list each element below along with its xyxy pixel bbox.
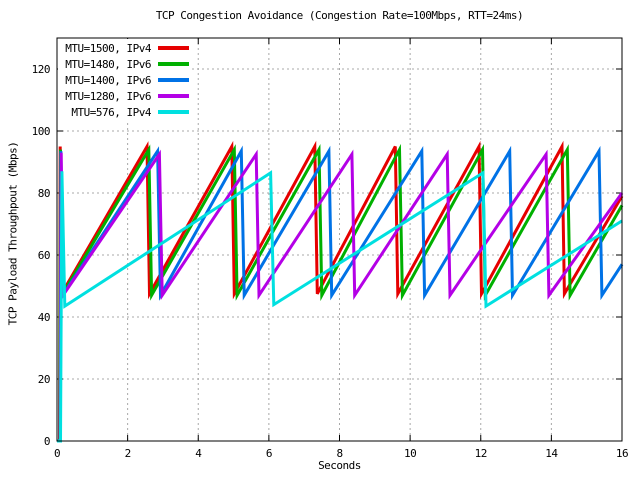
legend-item: MTU=1500, IPv4 (59, 40, 189, 56)
x-tick-label: 2 (125, 447, 131, 460)
x-tick-label: 4 (195, 447, 202, 460)
x-tick-label: 8 (336, 447, 342, 460)
y-tick-label: 100 (32, 125, 50, 138)
axis-tick-labels: 0 2 4 6 8 10 12 14 16 0 20 40 60 80 100 120 (32, 63, 629, 460)
y-tick-label: 40 (38, 311, 50, 324)
plot-border (56, 37, 623, 442)
legend-item: MTU=1400, IPv6 (59, 72, 189, 88)
x-tick-label: 10 (404, 447, 416, 460)
grid (57, 38, 622, 441)
legend-label: MTU=1400, IPv6 (65, 73, 151, 87)
legend-swatch (158, 46, 189, 50)
chart-title: TCP Congestion Avoidance (Congestion Rat… (155, 9, 524, 22)
y-tick-label: 20 (38, 373, 50, 386)
legend: MTU=1500, IPv4 MTU=1480, IPv6 MTU=1400, IP… (58, 39, 192, 121)
series-line-3 (57, 149, 624, 443)
y-tick-label: 0 (44, 435, 50, 448)
x-axis-label: Seconds (318, 459, 361, 472)
legend-swatch (158, 110, 189, 114)
legend-label: MTU=1500, IPv4 (65, 41, 151, 55)
legend-label: MTU=1480, IPv6 (65, 57, 151, 71)
legend-item: MTU=1280, IPv6 (59, 88, 189, 104)
x-tick-label: 6 (266, 447, 272, 460)
x-tick-label: 16 (616, 447, 628, 460)
legend-label: MTU=1280, IPv6 (65, 89, 151, 103)
legend-swatch (158, 94, 189, 98)
legend-item: MTU=576, IPv4 (59, 104, 189, 120)
series-lines (57, 140, 624, 443)
x-tick-label: 14 (545, 447, 558, 460)
x-tick-label: 12 (475, 447, 487, 460)
legend-swatch (158, 78, 189, 82)
legend-swatch (158, 62, 189, 66)
y-tick-label: 120 (32, 63, 50, 76)
x-tick-label: 0 (54, 447, 60, 460)
legend-item: MTU=1480, IPv6 (59, 56, 189, 72)
y-tick-label: 60 (38, 249, 50, 262)
y-tick-label: 80 (38, 187, 50, 200)
series-line-4 (57, 170, 623, 443)
legend-label: MTU=576, IPv4 (71, 105, 151, 119)
